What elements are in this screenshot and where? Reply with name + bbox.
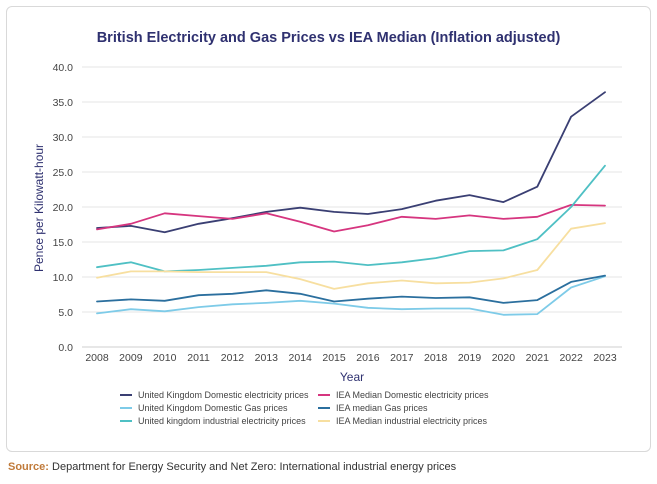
x-tick-label: 2014 (289, 352, 313, 364)
x-tick-label: 2012 (221, 352, 245, 364)
legend-swatch (318, 420, 330, 422)
legend-label: United Kingdom Domestic electricity pric… (138, 390, 309, 400)
x-tick-label: 2017 (390, 352, 414, 364)
axes: 0.0 5.0 10.0 15.0 20.0 25.0 30.0 35.0 40.0 2008 20… (53, 62, 622, 364)
legend-swatch (120, 420, 132, 422)
y-tick-label: 40.0 (53, 62, 74, 74)
legend-swatch (120, 394, 132, 396)
x-tick-label: 2023 (593, 352, 617, 364)
y-tick-label: 5.0 (58, 307, 73, 319)
legend-swatch (120, 407, 132, 409)
source-label: Source: (8, 461, 49, 473)
source-note: Source: Department for Energy Security a… (8, 461, 456, 473)
x-tick-label: 2022 (559, 352, 583, 364)
series-line-2 (96, 203, 606, 233)
series-line-6 (96, 222, 606, 290)
legend-swatch (318, 407, 330, 409)
x-tick-label: 2008 (85, 352, 109, 364)
y-tick-label: 25.0 (53, 167, 74, 179)
y-tick-label: 15.0 (53, 237, 74, 249)
y-axis-label: Pence per Kilowatt-hour (32, 144, 46, 272)
y-tick-label: 20.0 (53, 202, 74, 214)
x-tick-label: 2013 (255, 352, 279, 364)
legend-item: IEA Median Domestic electricity prices (318, 390, 489, 400)
series-lines (96, 91, 606, 316)
y-tick-label: 10.0 (53, 272, 74, 284)
series-line-5 (96, 164, 606, 273)
x-tick-label: 2016 (356, 352, 380, 364)
legend-label: United Kingdom Domestic Gas prices (138, 403, 288, 413)
x-tick-label: 2010 (153, 352, 177, 364)
series-line-3 (96, 275, 606, 316)
legend-item: United Kingdom Domestic electricity pric… (120, 390, 309, 400)
x-tick-label: 2011 (187, 352, 210, 364)
grid-lines (82, 66, 622, 313)
series-line-1 (96, 91, 606, 234)
legend-item: United Kingdom Domestic Gas prices (120, 403, 288, 413)
legend-label: IEA Median Domestic electricity prices (336, 390, 489, 400)
x-tick-label: 2019 (458, 352, 482, 364)
legend-item: IEA median Gas prices (318, 403, 428, 413)
legend-label: IEA Median industrial electricity prices (336, 416, 488, 426)
series-line-4 (96, 274, 606, 304)
legend-label: IEA median Gas prices (336, 403, 428, 413)
legend-swatch (318, 394, 330, 396)
x-tick-label: 2015 (322, 352, 346, 364)
legend-item: United kingdom industrial electricity pr… (120, 416, 306, 426)
x-axis-label: Year (340, 370, 364, 384)
legend-label: United kingdom industrial electricity pr… (138, 416, 306, 426)
x-tick-label: 2020 (492, 352, 516, 364)
source-text: Department for Energy Security and Net Z… (52, 461, 457, 473)
legend-item: IEA Median industrial electricity prices (318, 416, 487, 426)
chart-title: British Electricity and Gas Prices vs IE… (96, 30, 561, 46)
x-tick-label: 2021 (526, 352, 550, 364)
x-tick-label: 2009 (119, 352, 143, 364)
y-tick-label: 30.0 (53, 132, 74, 144)
y-tick-label: 35.0 (53, 97, 74, 109)
y-tick-label: 0.0 (58, 342, 73, 354)
x-tick-label: 2018 (424, 352, 448, 364)
